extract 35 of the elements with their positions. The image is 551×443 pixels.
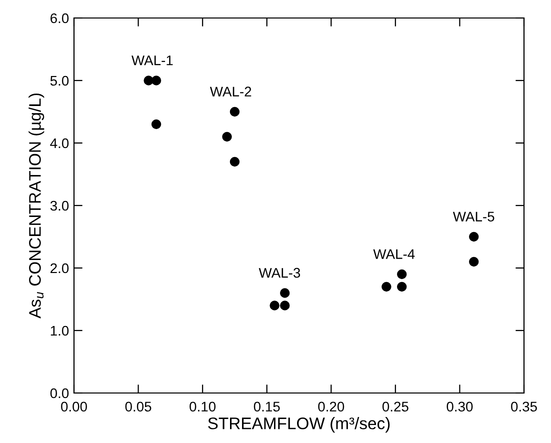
x-tick-label: 0.00 <box>61 402 87 412</box>
point <box>280 288 290 298</box>
point <box>230 156 240 167</box>
x-tick-label: 0.30 <box>446 402 473 412</box>
point <box>230 106 240 117</box>
x-tick-label: 0.15 <box>254 402 280 412</box>
x-tick-label: 0.05 <box>125 402 152 412</box>
x-tick-label: 0.35 <box>511 402 537 412</box>
point <box>396 282 407 292</box>
y-axis-title: As$_{u}$ CONCENTRATION (µg/L) <box>28 94 44 318</box>
point <box>280 300 290 310</box>
annotation: WAL-1 <box>132 56 173 66</box>
x-tick-label: 0.25 <box>382 402 408 412</box>
annotation: WAL-4 <box>373 249 415 259</box>
y-tick-label: 3.0 <box>50 200 69 211</box>
x-axis-title: STREAMFLOW (m³/sec) <box>208 417 390 433</box>
point <box>222 132 232 142</box>
x-tick-label: 0.10 <box>190 402 216 412</box>
point <box>151 76 162 86</box>
annotation: WAL-2 <box>210 86 252 96</box>
point <box>396 269 407 280</box>
y-tick-label: 2.0 <box>50 263 69 274</box>
x-tick-label: 0.20 <box>318 402 344 412</box>
annotation: WAL-5 <box>452 212 494 222</box>
y-tick-label: 0.0 <box>50 388 69 398</box>
point <box>151 119 162 130</box>
y-tick-label: 4.0 <box>50 138 69 148</box>
point <box>270 300 280 310</box>
point <box>468 232 479 242</box>
annotation: WAL-3 <box>258 268 300 278</box>
point <box>468 256 479 267</box>
y-tick-label: 1.0 <box>50 326 69 336</box>
y-tick-label: 5.0 <box>50 76 69 86</box>
point <box>382 282 392 292</box>
y-tick-label: 6.0 <box>50 13 69 24</box>
